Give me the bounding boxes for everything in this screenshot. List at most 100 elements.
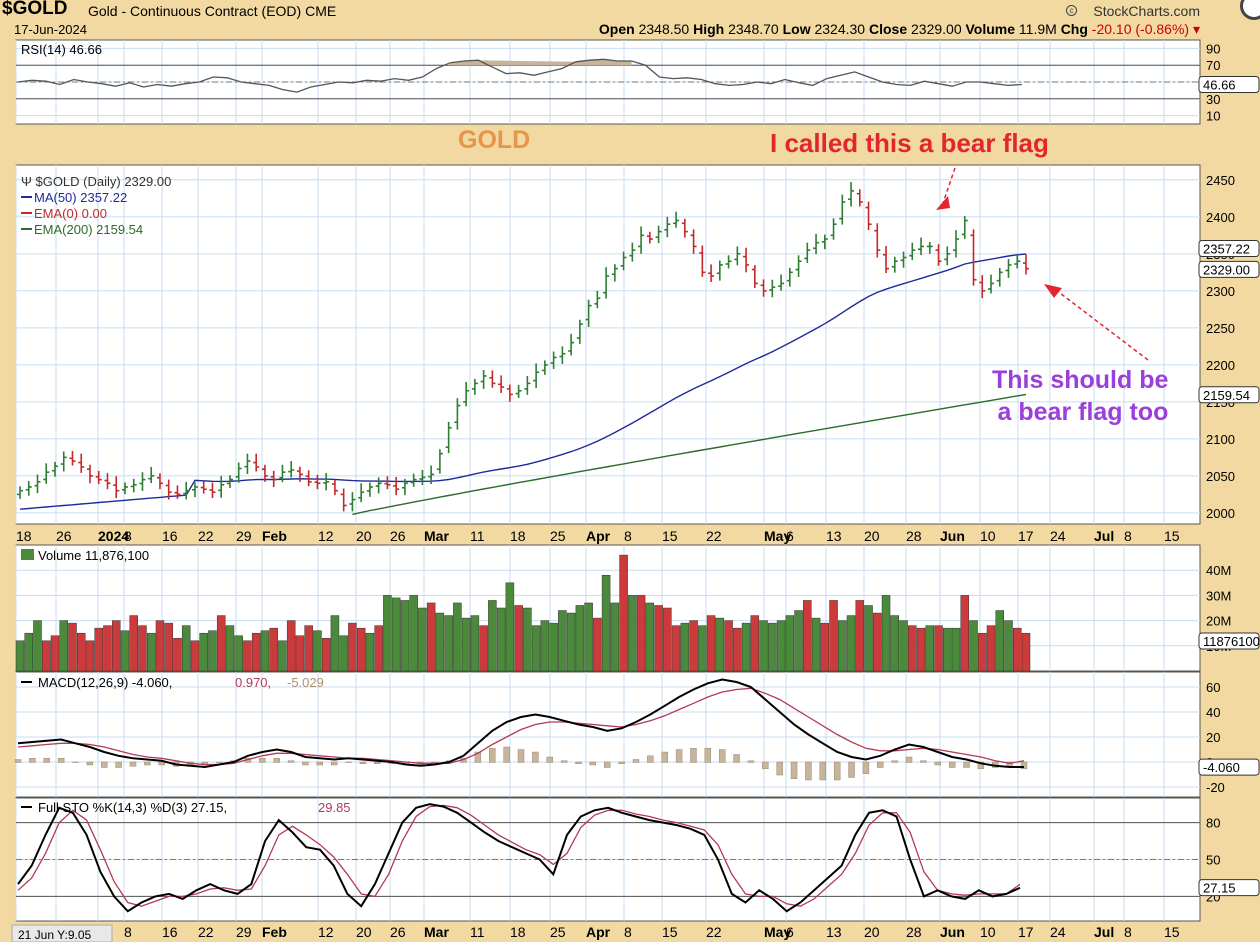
macd-signal-label: 0.970, — [235, 675, 271, 690]
close-value-tag: 2329.00 — [1203, 262, 1250, 277]
close-value: 2329.00 — [911, 21, 962, 37]
price-bar — [86, 464, 93, 484]
ema200-value-tag: 2159.54 — [1203, 388, 1250, 403]
macd-histogram-bar — [489, 748, 496, 763]
macd-histogram-bar — [977, 761, 985, 769]
volume-bar — [969, 620, 978, 672]
price-bar — [463, 381, 470, 407]
price-bar — [410, 473, 417, 487]
price-bar — [681, 218, 688, 238]
volume-bar — [278, 640, 287, 672]
price-bar — [769, 279, 776, 298]
macd-histogram-bar — [704, 748, 712, 763]
price-bar — [821, 234, 828, 250]
volume-label: Volume — [965, 21, 1016, 37]
price-x-label: Mar — [424, 528, 449, 544]
copyright-icon: c — [1066, 5, 1077, 16]
price-legend-entry: MA(50) 2357.22 — [34, 190, 127, 205]
price-bar — [699, 245, 706, 277]
macd-tick-label: 40 — [1206, 705, 1220, 720]
close-value-tag-box — [1198, 260, 1260, 278]
volume-bar — [575, 605, 585, 672]
annotation-line-2: a bear flag too — [997, 398, 1169, 426]
price-x-label: 17 — [1018, 528, 1034, 544]
price-bar — [165, 479, 172, 500]
price-bar — [533, 363, 540, 388]
macd-histogram-bar — [14, 759, 22, 763]
volume-bar — [619, 554, 628, 672]
volume-bar — [216, 615, 226, 672]
price-bar — [603, 267, 610, 299]
price-bar — [646, 231, 653, 244]
volume-bar — [269, 627, 278, 672]
volume-bar — [628, 595, 637, 672]
exchange-text: CME — [305, 3, 337, 19]
macd-histogram-bar — [661, 751, 668, 763]
macd-histogram-bar — [819, 761, 826, 781]
volume-tick-label: 30M — [1206, 588, 1231, 603]
price-x-label: 12 — [318, 528, 334, 544]
volume-bar — [1013, 627, 1022, 672]
price-bar — [78, 453, 85, 473]
price-x-label: 6 — [786, 528, 794, 544]
volume-bar — [225, 625, 235, 672]
price-bar — [804, 242, 811, 263]
volume-bar — [339, 635, 348, 672]
macd-histogram-bar — [747, 760, 755, 763]
arrow-bear-flag-too — [1055, 289, 1149, 361]
sto-value-tag-box — [1198, 879, 1260, 897]
volume-bar — [741, 622, 751, 672]
price-bar — [638, 226, 645, 254]
macd-histogram-bar — [316, 761, 323, 766]
bottom-x-label: 16 — [162, 924, 178, 940]
price-bar — [506, 384, 513, 402]
volume-bar — [173, 637, 182, 672]
price-bar — [375, 477, 382, 494]
macd-histogram-bar — [129, 761, 137, 767]
volume-bar — [365, 632, 375, 672]
price-bar — [445, 421, 452, 454]
price-x-label: Jun — [940, 528, 965, 544]
volume-bar — [715, 617, 725, 672]
price-bar — [489, 370, 496, 388]
volume-bar — [164, 622, 173, 672]
volume-bar — [138, 625, 147, 672]
volume-bar — [785, 615, 795, 672]
macd-histogram-bar — [877, 761, 884, 768]
volume-bar — [286, 620, 296, 672]
price-bar — [191, 482, 198, 498]
volume-tick-label: 20M — [1206, 614, 1231, 629]
volume-bar — [505, 582, 515, 672]
macd-tick-label: -20 — [1206, 780, 1225, 795]
price-bar — [1014, 253, 1021, 269]
price-bar — [253, 453, 260, 472]
price-bar — [305, 470, 312, 487]
bottom-x-label: 20 — [864, 924, 880, 940]
volume-bar — [680, 622, 690, 672]
price-x-label: 10 — [980, 528, 996, 544]
volume-bar — [15, 640, 25, 672]
macd-histogram-bar — [115, 761, 122, 768]
volume-bar — [409, 595, 418, 672]
macd-histogram-bar — [790, 761, 798, 779]
volume-bar — [260, 630, 270, 672]
price-tick-label: 2400 — [1206, 210, 1235, 225]
price-bar — [17, 486, 23, 499]
ma50-line — [19, 253, 1027, 510]
macd-histogram-bar — [632, 759, 640, 763]
arrow-bear-flag-too-head — [1044, 284, 1062, 298]
volume-bar — [558, 610, 567, 672]
volume-bar — [348, 622, 357, 672]
volume-bar — [523, 607, 532, 672]
volume-bar — [978, 632, 987, 672]
volume-bar — [881, 595, 891, 672]
macd-histogram-bar — [215, 761, 223, 763]
settings-circle-icon[interactable] — [1240, 0, 1260, 20]
price-bar — [25, 481, 32, 496]
volume-bar — [444, 615, 453, 672]
price-x-label: 25 — [550, 528, 566, 544]
price-x-label: 26 — [56, 528, 72, 544]
macd-tick-label: 60 — [1206, 680, 1220, 695]
